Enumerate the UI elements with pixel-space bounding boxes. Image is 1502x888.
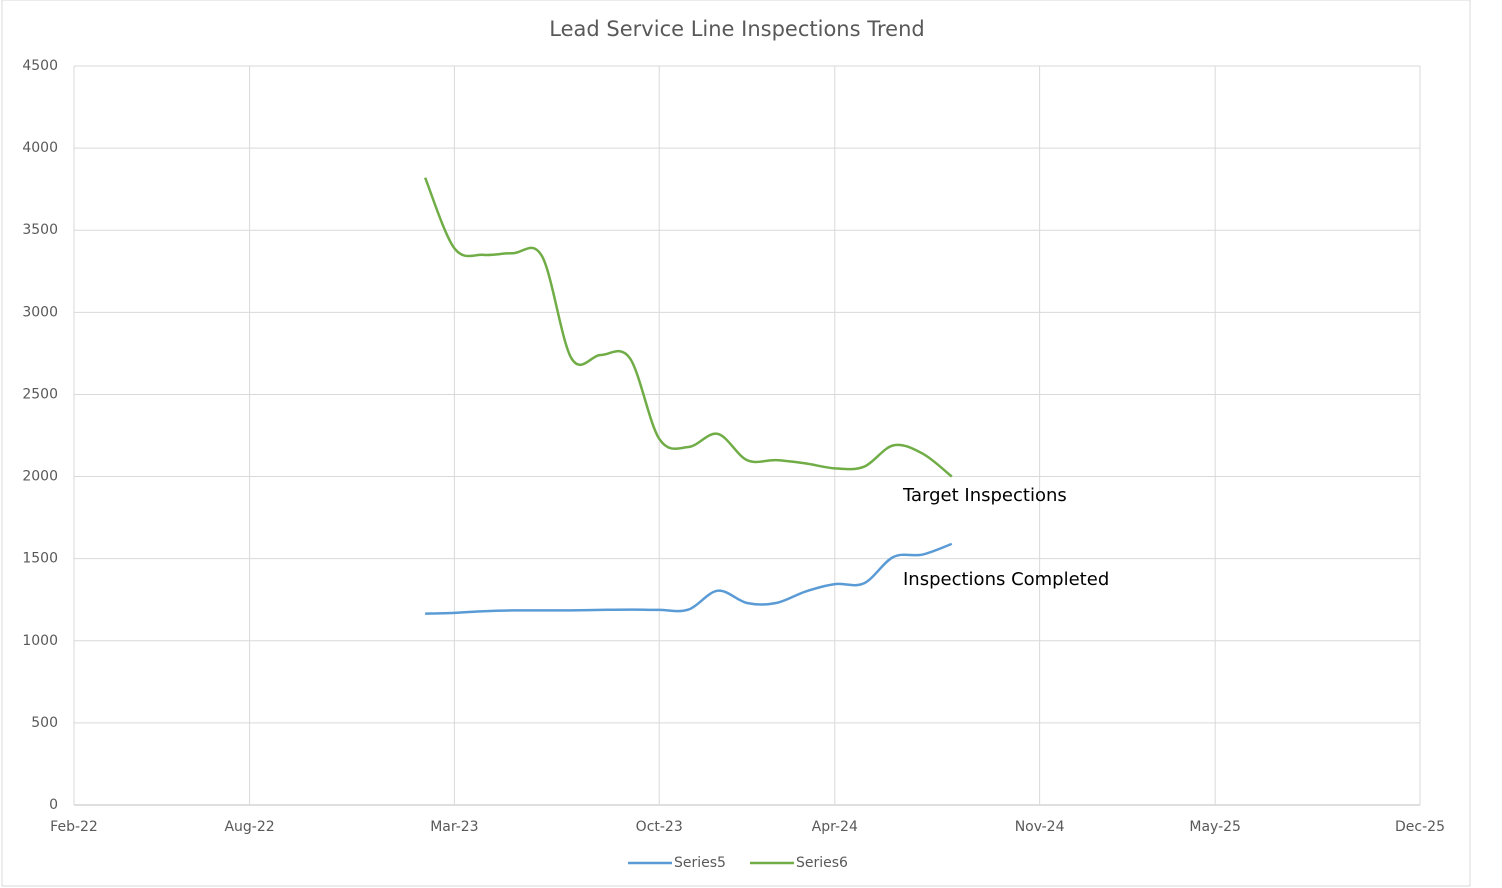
y-tick-label: 4000	[22, 140, 58, 156]
y-tick-label: 2000	[22, 469, 58, 485]
y-tick-label: 3500	[22, 222, 58, 238]
x-tick-label: Dec-25	[1395, 819, 1445, 835]
chart-area	[1, 0, 1471, 887]
x-tick-label: Feb-22	[50, 819, 98, 835]
series-line	[423, 177, 953, 478]
annotation: Inspections Completed	[903, 569, 1109, 590]
x-tick-label: Aug-22	[224, 819, 274, 835]
y-tick-label: 0	[49, 797, 58, 813]
x-tick-label: Apr-24	[812, 819, 858, 835]
y-tick-label: 4500	[22, 58, 58, 74]
y-tick-label: 3000	[22, 304, 58, 320]
x-tick-label: Oct-23	[636, 819, 683, 835]
x-tick-label: May-25	[1189, 819, 1241, 835]
x-tick-label: Nov-24	[1015, 819, 1065, 835]
y-tick-label: 1000	[22, 633, 58, 649]
x-tick-label: Mar-23	[430, 819, 478, 835]
y-tick-label: 1500	[22, 551, 58, 567]
y-tick-label: 2500	[22, 386, 58, 402]
series-line	[425, 542, 953, 615]
legend-label: Series5	[674, 855, 726, 871]
legend-label: Series6	[796, 855, 848, 871]
annotation: Target Inspections	[902, 485, 1067, 506]
chart-title: Lead Service Line Inspections Trend	[549, 17, 924, 41]
y-tick-label: 500	[31, 715, 58, 731]
